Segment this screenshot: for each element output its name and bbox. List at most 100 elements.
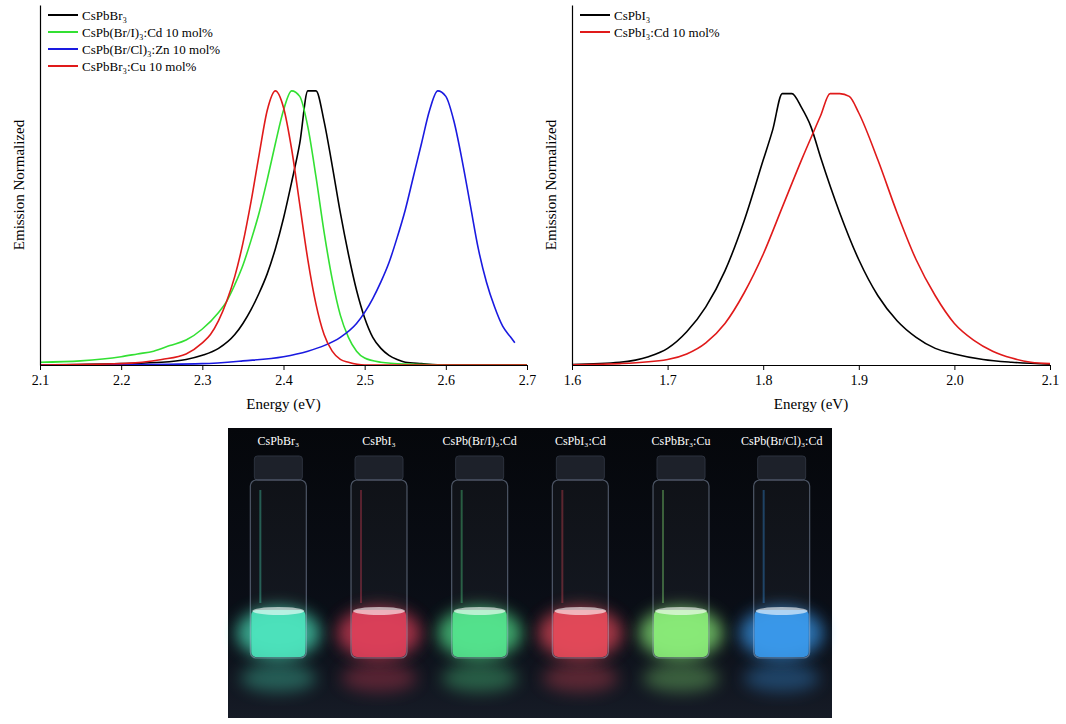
vial-reflection <box>744 664 820 692</box>
vial-label: CsPb(Br/I)₃:Cd <box>443 434 517 448</box>
legend-entry: CsPb(Br/I)₃:Cd 10 mol% <box>48 25 213 40</box>
y-axis-line <box>572 6 573 366</box>
y-axis <box>40 6 41 366</box>
spectrum-line <box>40 91 527 365</box>
x-tick-mark <box>284 365 285 370</box>
vial-glass <box>351 480 407 658</box>
y-axis-title: Emission Normalized <box>11 119 27 250</box>
x-tick-mark <box>572 365 573 370</box>
vial-cap <box>254 456 302 480</box>
vial-meniscus <box>252 607 304 615</box>
x-tick-mark <box>121 365 122 370</box>
x-tick: 2.5 <box>356 365 374 388</box>
vial-highlight <box>360 490 362 603</box>
vial-glow <box>438 607 522 659</box>
legend-entry: CsPbBr₃:Cu 10 mol% <box>48 59 196 74</box>
vial-label: CsPbI₃:Cd <box>555 434 606 448</box>
x-tick-label: 2.6 <box>438 373 456 388</box>
legend-label: CsPbBr₃ <box>82 8 127 23</box>
vial-glow <box>337 607 421 659</box>
x-tick: 2.0 <box>946 365 964 388</box>
vial-meniscus <box>353 607 405 615</box>
x-axis: 2.12.22.32.42.52.62.7 <box>32 365 537 388</box>
x-tick-mark <box>446 365 447 370</box>
x-tick-label: 1.7 <box>659 373 677 388</box>
vial <box>639 456 723 692</box>
spectrum-line <box>40 91 527 365</box>
vial-glass <box>754 480 810 658</box>
vial-meniscus <box>454 607 506 615</box>
x-tick: 2.6 <box>438 365 456 388</box>
x-tick-label: 2.5 <box>356 373 374 388</box>
x-tick-label: 2.3 <box>194 373 212 388</box>
line-chart: 2.12.22.32.42.52.62.7Energy (eV)Emission… <box>11 6 536 414</box>
vial-highlight <box>763 490 765 603</box>
legend-swatch <box>48 31 78 33</box>
x-tick-label: 2.0 <box>946 373 964 388</box>
legend: CsPbBr₃ CsPb(Br/I)₃:Cd 10 mol% CsPb(Br/Cl)… <box>48 8 220 74</box>
line-chart: 1.61.71.81.92.02.1Energy (eV)Emission No… <box>543 6 1059 414</box>
figure: 2.12.22.32.42.52.62.7Energy (eV)Emission… <box>0 0 1066 724</box>
x-tick: 1.9 <box>851 365 869 388</box>
vial <box>538 456 622 692</box>
y-axis-title: Emission Normalized <box>543 119 559 250</box>
vial-label: CsPbI₃ <box>362 434 396 448</box>
x-tick-label: 2.1 <box>32 373 50 388</box>
vial-cap <box>556 456 604 480</box>
x-tick: 1.7 <box>659 365 677 388</box>
vial-glass <box>653 480 709 658</box>
vial-liquid <box>352 610 406 657</box>
vial-cap <box>657 456 705 480</box>
vial-liquid <box>654 610 708 657</box>
legend-label: CsPb(Br/I)₃:Cd 10 mol% <box>82 25 213 40</box>
x-tick-mark <box>954 365 955 370</box>
vial <box>337 456 421 692</box>
legend-swatch <box>580 14 610 16</box>
x-tick-label: 1.8 <box>755 373 773 388</box>
x-tick-mark <box>365 365 366 370</box>
vial-meniscus <box>655 607 707 615</box>
vial-label: CsPbBr₃:Cu <box>652 434 711 448</box>
x-tick-label: 2.7 <box>519 373 537 388</box>
vial-highlight <box>561 490 563 603</box>
vial-cap <box>758 456 806 480</box>
plot-area <box>572 94 1050 365</box>
vial-highlight <box>662 490 664 603</box>
vial <box>438 456 522 692</box>
legend-entry: CsPbI₃ <box>580 8 650 23</box>
x-axis-title: Energy (eV) <box>246 396 320 413</box>
vial-glow <box>639 607 723 659</box>
legend-entry: CsPbBr₃ <box>48 8 127 23</box>
vial-glass <box>552 480 608 658</box>
vial-reflection <box>643 664 719 692</box>
vial-highlight <box>461 490 463 603</box>
legend-label: CsPbBr₃:Cu 10 mol% <box>82 59 196 74</box>
vial-glow <box>740 607 824 659</box>
vial-reflection <box>240 664 316 692</box>
legend-swatch <box>48 48 78 50</box>
vial-reflection <box>341 664 417 692</box>
x-axis-title: Energy (eV) <box>774 396 848 413</box>
legend-swatch <box>48 65 78 67</box>
vial-reflection <box>542 664 618 692</box>
vial-glass <box>452 480 508 658</box>
legend-swatch <box>48 14 78 16</box>
x-tick-mark <box>527 365 528 370</box>
y-axis-line <box>40 6 41 366</box>
legend-entry: CsPb(Br/Cl)₃:Zn 10 mol% <box>48 42 220 57</box>
vial-reflection <box>442 664 518 692</box>
x-tick-label: 2.2 <box>113 373 130 388</box>
x-tick-label: 1.6 <box>564 373 582 388</box>
x-tick-label: 1.9 <box>851 373 869 388</box>
vial-liquid <box>453 610 507 657</box>
legend-swatch <box>580 31 610 33</box>
vial-label: CsPbBr₃ <box>258 434 300 448</box>
vial-glow <box>538 607 622 659</box>
legend-label: CsPb(Br/Cl)₃:Zn 10 mol% <box>82 42 220 57</box>
x-tick: 1.8 <box>755 365 773 388</box>
vial-liquid <box>251 610 305 657</box>
x-tick-mark <box>40 365 41 370</box>
x-tick-mark <box>668 365 669 370</box>
vial <box>740 456 824 692</box>
x-axis-line <box>573 365 1051 366</box>
